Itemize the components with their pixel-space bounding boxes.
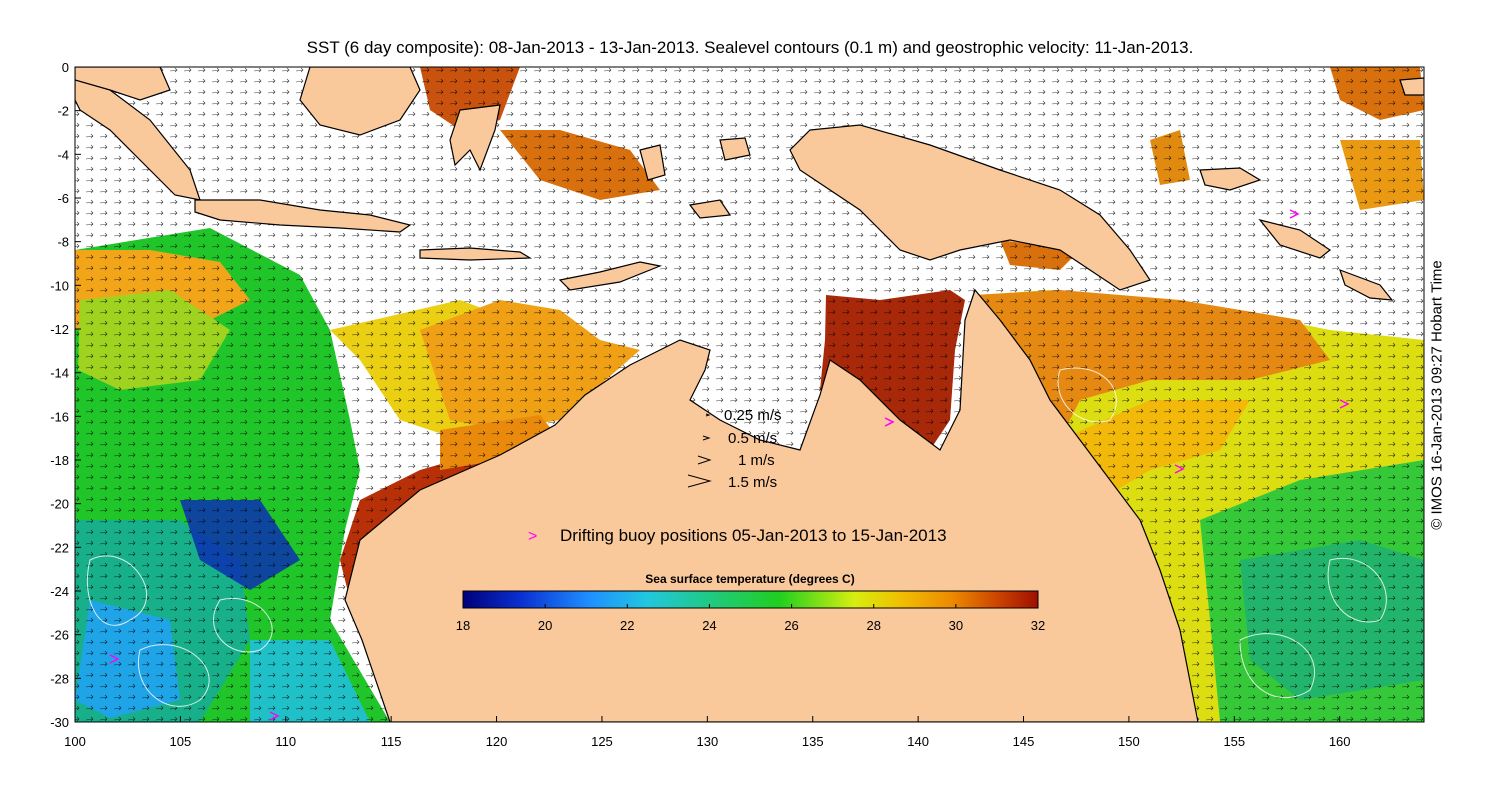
colorbar-ticks: 18 20 22 24 26 28 30 32 xyxy=(456,604,1045,633)
colorbar-tick-label: 22 xyxy=(620,618,634,633)
x-tick-label: 110 xyxy=(275,734,296,749)
x-tick-label: 160 xyxy=(1329,734,1351,749)
y-tick-label: -28 xyxy=(50,671,69,686)
buoy-legend: > Drifting buoy positions 05-Jan-2013 to… xyxy=(528,526,947,545)
colorbar-tick-label: 20 xyxy=(538,618,552,633)
velocity-legend-05: 0.5 m/s xyxy=(728,430,777,447)
y-tick-label: -8 xyxy=(57,235,69,250)
y-tick-label: -2 xyxy=(57,104,69,119)
arrow-025-icon xyxy=(705,413,711,417)
colorbar-tick-label: 26 xyxy=(784,618,798,633)
x-tick-label: 105 xyxy=(170,734,192,749)
y-tick-label: -30 xyxy=(50,715,69,730)
colorbar-title: Sea surface temperature (degrees C) xyxy=(645,572,854,586)
y-tick-label: 0 xyxy=(62,60,69,75)
buoy-legend-label: Drifting buoy positions 05-Jan-2013 to 1… xyxy=(560,526,947,545)
colorbar-tick-label: 30 xyxy=(949,618,963,633)
y-tick-label: -24 xyxy=(50,584,69,599)
arrow-1-icon xyxy=(697,455,712,465)
plot-frame xyxy=(74,66,1425,723)
y-tick-label: -18 xyxy=(50,453,69,468)
colorbar-gradient xyxy=(462,590,1039,609)
velocity-legend-1: 1 m/s xyxy=(738,452,775,469)
colorbar-tick-label: 18 xyxy=(456,618,470,633)
y-tick-label: -14 xyxy=(50,366,69,381)
y-tick-label: -26 xyxy=(50,628,69,643)
y-axis: 0 -2 -4 -6 -8 -10 -12 -14 -16 -18 -20 -22 -24 -26 -28 -… xyxy=(50,60,81,730)
y-tick-label: -6 xyxy=(57,191,69,206)
x-tick-label: 120 xyxy=(486,734,508,749)
map-title: SST (6 day composite): 08-Jan-2013 - 13-… xyxy=(306,38,1194,57)
sealevel-contours xyxy=(86,367,1387,707)
colorbar-tick-label: 24 xyxy=(702,618,716,633)
x-axis: 100 105 110 115 120 125 130 135 140 145 150 155 160 xyxy=(64,716,1351,749)
land xyxy=(75,67,1424,722)
x-tick-label: 100 xyxy=(64,734,86,749)
map-plot-area xyxy=(75,67,1424,722)
x-tick-label: 145 xyxy=(1013,734,1035,749)
x-tick-label: 135 xyxy=(802,734,824,749)
buoy-tracks xyxy=(109,209,1350,721)
y-tick-label: -4 xyxy=(57,147,69,162)
buoy-symbol-icon: > xyxy=(528,528,537,545)
x-tick-label: 155 xyxy=(1223,734,1245,749)
velocity-legend-025: 0.25 m/s xyxy=(724,407,782,424)
y-tick-label: -12 xyxy=(50,322,69,337)
x-tick-label: 140 xyxy=(907,734,929,749)
y-tick-label: -16 xyxy=(50,409,69,424)
arrow-05-icon xyxy=(702,435,711,441)
y-tick-label: -20 xyxy=(50,497,69,512)
x-tick-label: 150 xyxy=(1118,734,1140,749)
y-tick-label: -10 xyxy=(50,278,69,293)
colorbar-tick-label: 28 xyxy=(866,618,880,633)
x-tick-label: 125 xyxy=(591,734,613,749)
arrow-15-icon xyxy=(687,474,712,488)
velocity-legend: 0.25 m/s 0.5 m/s 1 m/s 1.5 m/s xyxy=(687,407,782,491)
x-tick-label: 115 xyxy=(381,734,402,749)
velocity-legend-15: 1.5 m/s xyxy=(728,474,777,491)
x-tick-label: 130 xyxy=(696,734,718,749)
sst-colorbar: Sea surface temperature (degrees C) 18 20… xyxy=(456,572,1045,633)
y-tick-label: -22 xyxy=(50,540,69,555)
colorbar-tick-label: 32 xyxy=(1031,618,1045,633)
